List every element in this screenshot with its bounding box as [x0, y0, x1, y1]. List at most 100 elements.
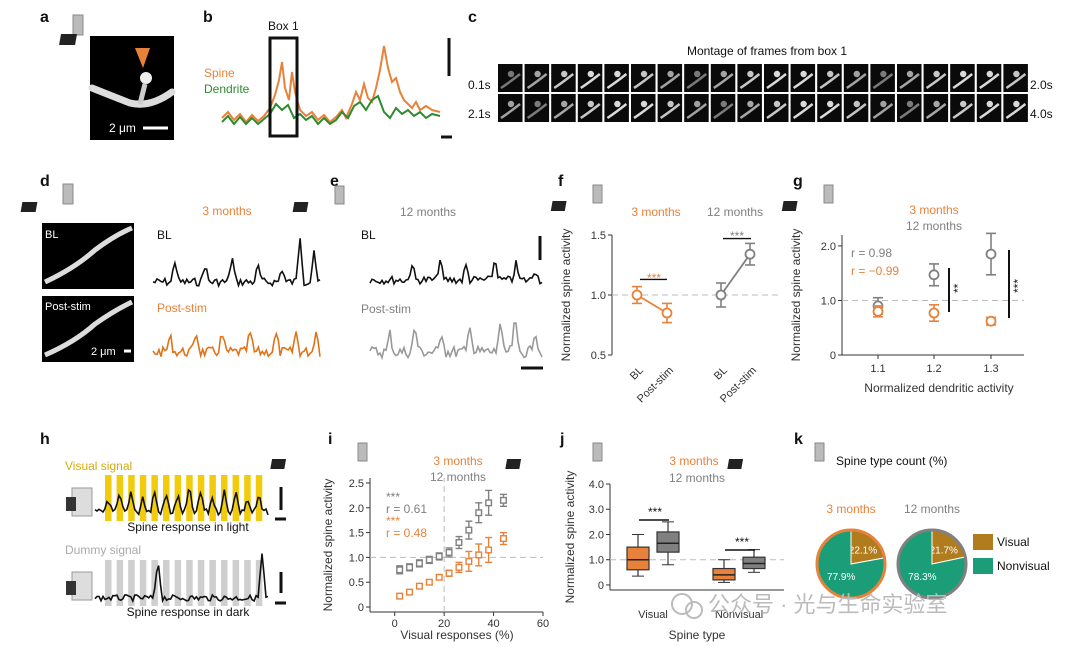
montage-spine	[720, 100, 727, 108]
microscope-icon	[727, 442, 825, 469]
pie-title: Spine type count (%)	[836, 454, 947, 468]
montage-spine	[747, 100, 754, 108]
x-tick-label: 20	[438, 618, 450, 630]
x-tick-label: 1.1	[870, 363, 885, 375]
montage-dendrite	[1005, 103, 1027, 120]
chart-i: 0 0.5 1.0 1.5 2.0 2.5 Normalized spine activit…	[321, 478, 549, 642]
montage-spine	[880, 70, 887, 78]
group-label-3m: 3 months	[433, 454, 482, 468]
y-tick-label: 1.5	[591, 230, 606, 242]
data-point	[415, 582, 423, 590]
chart-k: 22.1% 77.9% 21.7% 78.3%	[815, 528, 968, 600]
montage-spine	[773, 70, 781, 78]
montage-spine	[933, 70, 940, 78]
montage-dendrite	[846, 103, 867, 120]
montage-spine	[614, 70, 621, 78]
watermark-text: 公众号 · 光与生命实验室	[708, 592, 948, 617]
stimulus-bar	[105, 560, 112, 606]
montage-dendrite	[979, 73, 1000, 90]
montage-spine	[747, 70, 754, 78]
stimulus-bar	[186, 560, 193, 606]
montage-dendrite	[979, 103, 1000, 120]
montage-spine	[507, 70, 515, 78]
trace-bl-12m	[369, 259, 543, 286]
montage-spine	[640, 70, 648, 78]
slice-label: 78.3%	[908, 572, 936, 583]
y-tick-label: 1.0	[349, 552, 364, 564]
montage-spine	[906, 100, 914, 108]
chart-j: 0 1.0 2.0 3.0 4.0 Normalized spine activity Vi…	[563, 471, 784, 642]
group-label-12m: 12 months	[906, 219, 962, 233]
montage-spine	[1013, 70, 1020, 78]
montage-spine	[534, 100, 541, 108]
montage-spine	[800, 100, 807, 108]
montage-dendrite	[1005, 73, 1027, 90]
visual-stimulus-bars	[105, 475, 263, 521]
spine-trace	[221, 45, 441, 124]
stimulus-bar	[105, 475, 112, 521]
montage-spine	[667, 100, 674, 108]
scale-label: 2 μm	[109, 121, 136, 135]
montage-spine	[587, 100, 594, 108]
series-line	[720, 253, 751, 296]
montage-dendrite	[925, 73, 947, 90]
montage-dendrite	[659, 103, 681, 120]
montage-spine	[694, 100, 701, 108]
montage-spine	[561, 100, 568, 108]
data-point	[985, 248, 997, 260]
montage-spine	[986, 70, 993, 78]
pie-label-12m: 12 months	[904, 502, 960, 516]
data-point	[744, 248, 756, 260]
microscope-icon	[505, 442, 603, 469]
y-tick-label: 0.5	[591, 350, 606, 362]
sig-1: **	[951, 283, 965, 293]
data-point	[396, 566, 404, 574]
stimulus-bar	[197, 475, 205, 521]
legend-swatch-visual	[973, 534, 993, 550]
montage-spine	[880, 100, 887, 108]
pie-ring	[815, 528, 887, 600]
data-point	[499, 496, 507, 504]
montage-title: Montage of frames from box 1	[687, 44, 847, 58]
montage-spine	[507, 100, 515, 108]
age-label-12m: 12 months	[400, 205, 456, 219]
montage-spine	[986, 100, 993, 108]
trace-label-bl-12m: BL	[361, 228, 376, 242]
panel-b-letter: b	[203, 9, 213, 26]
y-tick-label: 2.0	[349, 503, 364, 515]
y-tick-label: 0.5	[349, 577, 364, 589]
corr-12m: r = 0.98	[851, 246, 892, 260]
light-response-label: Spine response in light	[127, 520, 249, 534]
montage-dendrite	[580, 103, 601, 120]
group-label-12m: 12 months	[669, 471, 725, 485]
data-point	[475, 509, 483, 517]
trace-label-post-3m: Post-stim	[157, 301, 207, 315]
montage-spine	[933, 100, 940, 108]
montage-dendrite	[846, 73, 867, 90]
montage-time-end-row2: 4.0s	[1030, 107, 1053, 121]
montage-spine	[960, 70, 967, 78]
pie-ring	[896, 528, 968, 600]
trace-label-bl-3m: BL	[157, 228, 172, 242]
montage-dendrite	[766, 103, 787, 120]
trace-post-12m	[369, 322, 543, 361]
montage-spine	[534, 70, 541, 78]
trace-dark	[94, 553, 269, 604]
panel-c-letter: c	[468, 9, 477, 26]
montage-dendrite	[553, 103, 574, 120]
y-axis-label: Normalized spine activity	[563, 471, 577, 604]
x-axis-label: Visual responses (%)	[400, 628, 513, 642]
sig-12m: ***	[386, 490, 400, 504]
data-point	[465, 526, 473, 534]
stimulus-bar	[244, 475, 251, 521]
sig-3m: ***	[386, 514, 400, 528]
microscope-icon	[781, 184, 834, 211]
sig-12m: ***	[730, 229, 744, 243]
data-point	[872, 305, 884, 317]
group-label-12m: 12 months	[430, 470, 486, 484]
montage-spine	[800, 70, 807, 78]
microscope-icon	[59, 14, 84, 45]
montage-spine	[773, 100, 781, 108]
panel-j-letter: j	[559, 431, 564, 448]
montage-dendrite	[606, 103, 628, 120]
